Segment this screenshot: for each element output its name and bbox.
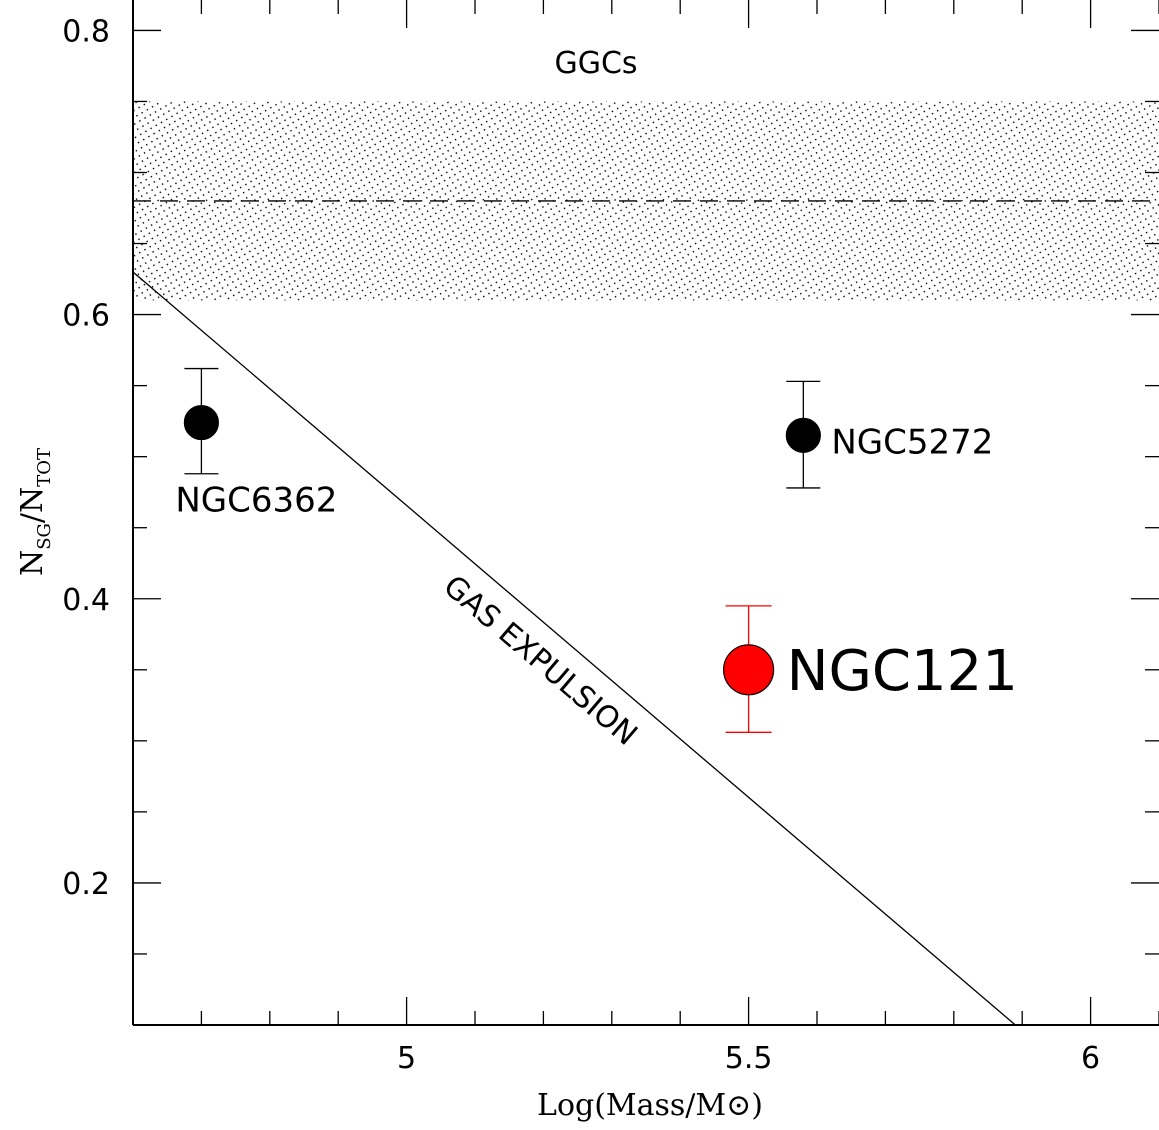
gas-expulsion-line [133,271,1016,1025]
point-label: NGC6362 [175,481,337,521]
y-tick-label: 0.4 [62,583,110,618]
y-tick-label: 0.2 [62,867,110,902]
gas-expulsion-label: GAS EXPULSION [437,569,644,753]
y-axis-subscript-tot: TOT [34,448,55,487]
point-label: NGC5272 [831,422,993,462]
y-axis-subscript-sg: SG [34,523,55,550]
point-label: NGC121 [787,639,1018,704]
x-axis-title: Log(Mass/M⊙) [537,1088,763,1123]
x-tick-label: 5.5 [725,1041,773,1076]
point-marker [722,644,775,696]
x-tick-label: 6 [1081,1041,1100,1076]
y-axis-title: NSG/NTOT [15,448,55,576]
x-tick-label: 5 [397,1041,416,1076]
point-marker [183,404,219,441]
y-tick-label: 0.6 [62,299,110,334]
point-marker [785,417,821,453]
y-tick-label: 0.8 [62,14,110,49]
ggc-band-label: GGCs [554,46,637,81]
